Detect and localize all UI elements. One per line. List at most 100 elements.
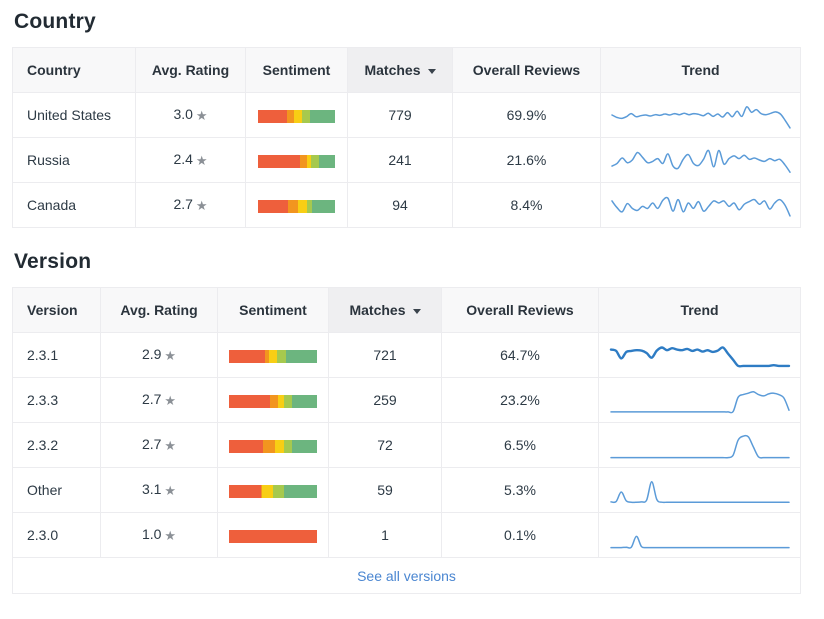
trend-cell [598, 377, 801, 423]
column-header-avg-rating[interactable]: Avg. Rating [135, 47, 246, 93]
avg-rating-cell: 3.0 ★ [135, 92, 246, 138]
overall-reviews-cell: 8.4% [452, 182, 601, 228]
see-all-versions-link[interactable]: See all versions [357, 567, 456, 584]
column-header-trend[interactable]: Trend [598, 287, 801, 333]
row-name-cell: Other [12, 467, 101, 513]
trend-cell [598, 332, 801, 378]
column-header-sentiment[interactable]: Sentiment [245, 47, 348, 93]
sentiment-segment-0 [229, 484, 261, 498]
sentiment-segment-3 [307, 199, 313, 213]
trend-cell [600, 182, 801, 228]
column-header-matches[interactable]: Matches [328, 287, 442, 333]
row-name-cell: United States [12, 92, 136, 138]
sentiment-segment-1 [263, 439, 275, 453]
column-header-matches[interactable]: Matches [347, 47, 453, 93]
sentiment-bar [229, 349, 317, 363]
table-footer-row: See all versions [12, 557, 801, 594]
sentiment-bar [257, 154, 336, 168]
sentiment-cell [245, 137, 348, 183]
row-name: 2.3.3 [27, 392, 59, 408]
table-row: 2.3.0 1.0 ★ 1 0.1% [12, 512, 801, 558]
row-name: Other [27, 482, 63, 498]
avg-rating-value: 2.7 [173, 196, 193, 212]
sentiment-segment-1 [265, 349, 270, 363]
sentiment-cell [217, 332, 329, 378]
matches-cell: 1 [328, 512, 442, 558]
trend-sparkline [609, 346, 790, 368]
sentiment-segment-2 [307, 154, 312, 168]
version-section: Version Version Avg. Rating Sentiment Match… [12, 250, 824, 594]
avg-rating-cell: 2.9 ★ [100, 332, 218, 378]
sentiment-segment-0 [257, 154, 301, 168]
sentiment-segment-1 [287, 199, 299, 213]
sentiment-bar [229, 394, 317, 408]
sentiment-segment-1 [260, 484, 263, 498]
version-section-title: Version [14, 250, 92, 273]
sentiment-segment-4 [284, 484, 317, 498]
column-header-country[interactable]: Country [12, 47, 136, 93]
overall-reviews-cell: 0.1% [441, 512, 599, 558]
column-header-avg-rating[interactable]: Avg. Rating [100, 287, 218, 333]
sort-descending-icon [427, 68, 436, 74]
sentiment-segment-2 [274, 439, 285, 453]
row-name: 2.3.2 [27, 437, 59, 453]
sentiment-cell [245, 92, 348, 138]
sentiment-segment-0 [229, 394, 271, 408]
sentiment-bar [257, 199, 336, 213]
sentiment-segment-0 [229, 439, 264, 453]
row-name: United States [27, 107, 112, 123]
sentiment-segment-1 [300, 154, 308, 168]
trend-sparkline [609, 391, 790, 414]
matches-cell: 721 [328, 332, 442, 378]
sentiment-segment-1 [287, 109, 295, 123]
table-row: Russia 2.4 ★ 241 21.6% [12, 137, 801, 183]
trend-cell [598, 512, 801, 558]
star-icon: ★ [195, 153, 208, 168]
column-header-version[interactable]: Version [12, 287, 101, 333]
star-icon: ★ [164, 393, 177, 408]
avg-rating-value: 3.0 [173, 106, 193, 122]
column-header-overall-reviews[interactable]: Overall Reviews [441, 287, 599, 333]
star-icon: ★ [164, 348, 177, 363]
table-row: United States 3.0 ★ 779 69.9% [12, 92, 801, 138]
sentiment-cell [217, 422, 329, 468]
sentiment-cell [245, 182, 348, 228]
trend-cell [598, 422, 801, 468]
sentiment-segment-3 [301, 109, 310, 123]
table-row: 2.3.1 2.9 ★ 721 64.7% [12, 332, 801, 378]
trend-cell [598, 467, 801, 513]
sentiment-cell [217, 377, 329, 423]
overall-reviews-cell: 21.6% [452, 137, 601, 183]
sentiment-segment-3 [284, 394, 293, 408]
overall-reviews-cell: 69.9% [452, 92, 601, 138]
star-icon: ★ [164, 528, 177, 543]
star-icon: ★ [195, 198, 208, 213]
sentiment-segment-0 [229, 529, 317, 543]
table-row: 2.3.3 2.7 ★ 259 23.2% [12, 377, 801, 423]
row-name: Russia [27, 152, 70, 168]
sentiment-bar [229, 439, 317, 453]
sentiment-segment-3 [272, 484, 285, 498]
sentiment-segment-0 [257, 109, 288, 123]
overall-reviews-cell: 23.2% [441, 377, 599, 423]
avg-rating-value: 2.9 [141, 346, 162, 362]
avg-rating-cell: 2.7 ★ [135, 182, 246, 228]
sentiment-segment-2 [278, 394, 285, 408]
column-header-overall-reviews[interactable]: Overall Reviews [452, 47, 601, 93]
overall-reviews-cell: 5.3% [441, 467, 599, 513]
sentiment-bar [229, 484, 317, 498]
trend-sparkline [609, 535, 790, 549]
column-header-trend[interactable]: Trend [600, 47, 801, 93]
avg-rating-cell: 2.7 ★ [100, 377, 218, 423]
star-icon: ★ [164, 483, 177, 498]
avg-rating-value: 2.7 [141, 391, 162, 407]
trend-sparkline [610, 106, 791, 129]
matches-cell: 59 [328, 467, 442, 513]
matches-cell: 259 [328, 377, 442, 423]
country-table: Country Avg. Rating Sentiment Matches Overal… [12, 47, 801, 228]
sentiment-segment-4 [286, 349, 317, 363]
column-header-sentiment[interactable]: Sentiment [217, 287, 329, 333]
country-section-title: Country [14, 10, 96, 33]
avg-rating-value: 2.4 [173, 151, 193, 167]
sentiment-segment-2 [262, 484, 273, 498]
